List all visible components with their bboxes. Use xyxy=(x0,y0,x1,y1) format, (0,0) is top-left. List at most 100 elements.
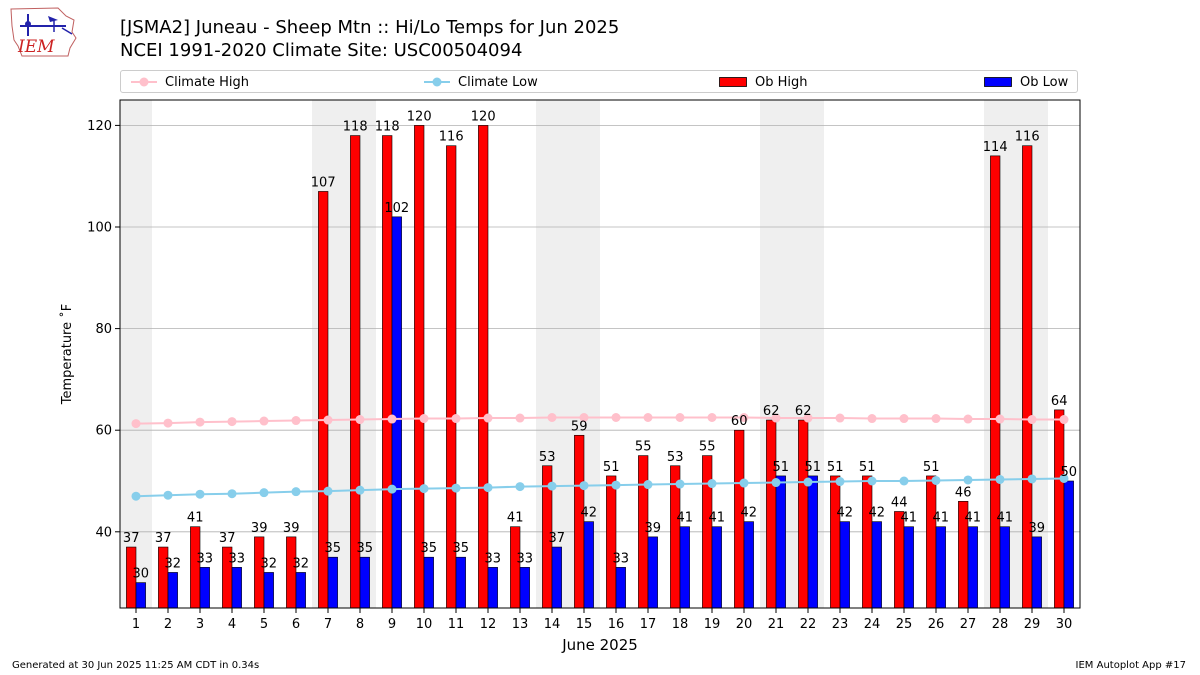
ob-high-value-label: 62 xyxy=(795,404,812,419)
climate-low-point xyxy=(387,484,397,494)
ob-low-value-label: 42 xyxy=(837,506,854,521)
ob-high-value-label: 55 xyxy=(635,440,652,455)
ob-high-value-label: 118 xyxy=(343,120,368,135)
ob-low-value-label: 42 xyxy=(869,506,886,521)
x-tick-label: 2 xyxy=(164,617,172,632)
x-tick-label: 20 xyxy=(736,617,753,632)
ob-low-bar xyxy=(935,526,946,609)
ob-high-swatch xyxy=(719,77,747,87)
ob-low-bar xyxy=(839,521,850,609)
ob-low-bar xyxy=(647,536,658,609)
ob-high-value-label: 39 xyxy=(251,521,268,536)
climate-low-point xyxy=(1059,473,1069,483)
ob-low-bar xyxy=(711,526,722,609)
ob-high-bar xyxy=(254,536,265,609)
legend-label-climate-high: Climate High xyxy=(165,74,250,90)
y-tick-label: 80 xyxy=(95,322,112,337)
ob-low-value-label: 39 xyxy=(1029,521,1046,536)
ob-low-value-label: 33 xyxy=(229,551,246,566)
climate-high-point xyxy=(931,414,941,424)
x-tick-label: 16 xyxy=(608,617,625,632)
x-tick-label: 12 xyxy=(480,617,497,632)
ob-high-value-label: 60 xyxy=(731,414,748,429)
climate-high-point xyxy=(227,417,237,427)
ob-low-bar xyxy=(295,572,306,609)
climate-high-point xyxy=(579,413,589,422)
ob-low-value-label: 102 xyxy=(384,201,409,216)
climate-high-point xyxy=(771,413,781,423)
climate-low-point xyxy=(1027,474,1037,484)
ob-low-bar xyxy=(999,526,1010,609)
ob-high-bar xyxy=(830,475,841,609)
ob-low-bar xyxy=(263,572,274,609)
climate-low-point xyxy=(483,483,493,493)
ob-low-bar xyxy=(231,567,242,609)
x-tick-label: 11 xyxy=(448,617,465,632)
ob-low-bar xyxy=(1063,480,1074,609)
ob-high-value-label: 51 xyxy=(859,460,876,475)
x-tick-label: 17 xyxy=(640,617,657,632)
climate-low-point xyxy=(355,485,365,495)
ob-high-bar xyxy=(766,419,777,609)
x-tick-label: 19 xyxy=(704,617,721,632)
ob-high-bar xyxy=(350,135,361,609)
y-tick-label: 60 xyxy=(95,424,112,439)
ob-low-value-label: 32 xyxy=(293,556,310,571)
ob-low-value-label: 41 xyxy=(997,511,1014,526)
ob-high-value-label: 37 xyxy=(219,531,236,546)
x-tick-label: 1 xyxy=(132,617,140,632)
ob-low-bar xyxy=(743,521,754,609)
weekend-band xyxy=(120,100,152,608)
ob-high-value-label: 53 xyxy=(539,450,556,465)
ob-high-bar xyxy=(990,155,1001,609)
ob-high-bar xyxy=(1054,409,1065,609)
climate-high-point xyxy=(547,413,557,422)
x-tick-label: 15 xyxy=(576,617,593,632)
climate-low-point xyxy=(611,480,621,490)
ob-low-value-label: 41 xyxy=(677,511,694,526)
climate-low-point xyxy=(579,481,589,491)
climate-high-point xyxy=(483,413,493,423)
climate-low-point xyxy=(195,489,205,499)
climate-low-line xyxy=(135,477,1065,498)
climate-high-point xyxy=(259,416,269,426)
climate-low-point xyxy=(899,476,909,486)
ob-high-value-label: 116 xyxy=(439,130,464,145)
y-tick-label: 40 xyxy=(95,525,112,540)
ob-high-value-label: 46 xyxy=(955,485,972,500)
climate-low-point xyxy=(419,484,429,494)
ob-low-swatch xyxy=(984,77,1012,87)
ob-low-value-label: 41 xyxy=(965,511,982,526)
climate-high-line xyxy=(135,416,1064,425)
climate-low-point xyxy=(131,491,141,501)
ob-low-bar xyxy=(167,572,178,609)
legend-label-climate-low: Climate Low xyxy=(458,74,538,90)
ob-high-value-label: 51 xyxy=(923,460,940,475)
climate-low-point xyxy=(163,490,173,500)
x-tick-label: 28 xyxy=(992,617,1009,632)
x-tick-label: 30 xyxy=(1056,617,1073,632)
y-axis-label: Temperature ˚F xyxy=(59,304,75,405)
x-tick-label: 18 xyxy=(672,617,689,632)
ob-low-value-label: 37 xyxy=(549,531,566,546)
x-tick-label: 10 xyxy=(416,617,433,632)
ob-low-value-label: 35 xyxy=(453,541,470,556)
climate-high-point xyxy=(451,414,461,424)
climate-low-point xyxy=(803,477,813,487)
legend-item-climate-low: Climate Low xyxy=(424,74,538,90)
ob-low-bar xyxy=(487,567,498,609)
climate-low-point xyxy=(963,475,973,485)
ob-low-value-label: 32 xyxy=(261,556,278,571)
ob-low-bar xyxy=(423,556,434,609)
legend: Climate High Climate Low Ob High Ob Low xyxy=(120,70,1078,93)
ob-low-bar xyxy=(1031,536,1042,609)
ob-high-value-label: 120 xyxy=(471,109,496,124)
ob-low-value-label: 39 xyxy=(645,521,662,536)
climate-high-point xyxy=(195,417,205,427)
data-labels: 37 30 37 32 41 33 37 33 39 32 39 32 107 35 118 35 118 102… xyxy=(123,109,1077,581)
ob-high-value-label: 107 xyxy=(311,175,336,190)
climate-low-point xyxy=(259,488,269,498)
climate-high-point xyxy=(291,416,301,426)
ob-low-value-label: 30 xyxy=(133,567,150,582)
